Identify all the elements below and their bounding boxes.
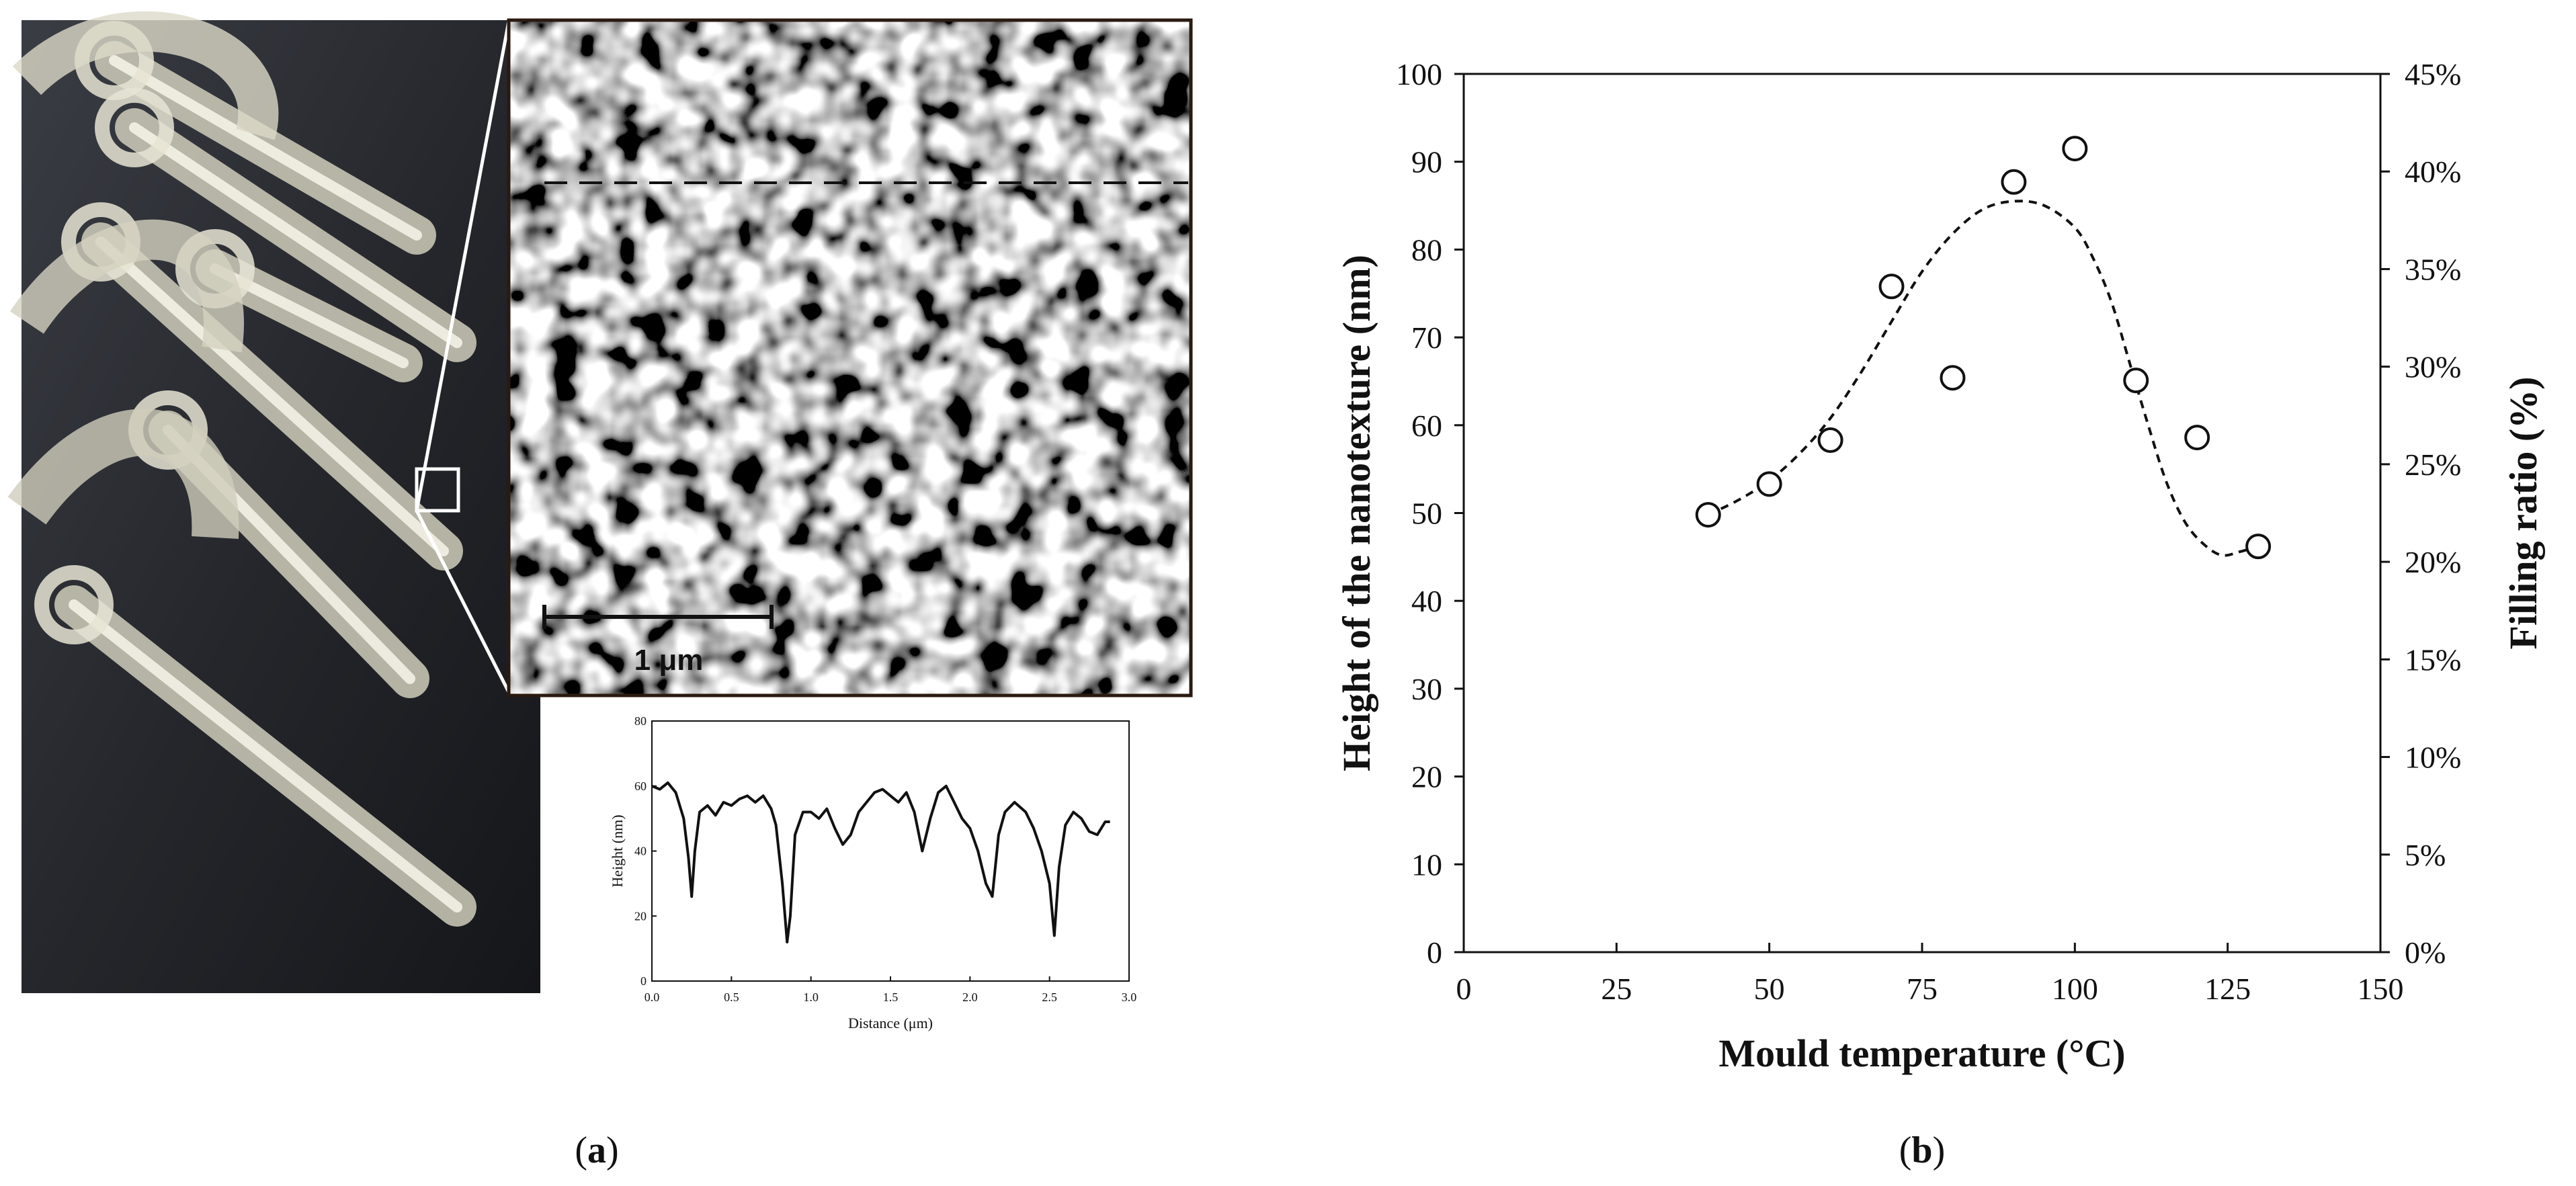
- data-point: [2001, 169, 2027, 195]
- trend-line: [1707, 200, 2259, 557]
- pipette-tips-illustration: [7, 11, 476, 927]
- inset-x-tick-label: 1.0: [803, 990, 819, 1004]
- y-right-axis-title: Filling ratio (%): [2501, 377, 2545, 650]
- y-tick-label: 20: [1411, 760, 1442, 794]
- x-tick-label: 150: [2358, 972, 2404, 1006]
- data-point: [1940, 365, 1966, 391]
- data-point: [1695, 502, 1721, 528]
- y-tick-label: 30: [1411, 672, 1442, 706]
- data-point: [1756, 471, 1782, 497]
- data-point: [1817, 427, 1843, 454]
- y-tick-label: 50: [1411, 497, 1442, 531]
- panel-a-label: (a): [575, 1130, 618, 1171]
- y-tick-label: 70: [1411, 321, 1442, 355]
- y-right-tick-label: 30%: [2405, 350, 2461, 384]
- y-tick-label: 80: [1411, 232, 1442, 267]
- y-right-tick-label: 10%: [2405, 740, 2461, 775]
- pipette-highlight: [109, 55, 422, 241]
- zoom-line-bottom: [415, 509, 511, 693]
- pipette-ring: [34, 565, 114, 644]
- inset-y-tick-label: 0: [640, 974, 647, 988]
- inset-x-tick-label: 0.0: [645, 990, 660, 1004]
- data-point: [1878, 273, 1905, 300]
- plot-area: [1462, 73, 2382, 954]
- inset-x-tick-label: 3.0: [1122, 990, 1137, 1004]
- inset-x-tick-label: 1.5: [883, 990, 899, 1004]
- scale-bar: 1 μm: [542, 605, 774, 677]
- y-right-tick-label: 0%: [2405, 935, 2446, 970]
- data-point: [2062, 136, 2088, 162]
- tube-loop: [7, 409, 239, 539]
- y-tick-label: 40: [1411, 584, 1442, 618]
- pipette-highlight: [69, 599, 462, 913]
- y-right-tick-label: 45%: [2405, 57, 2461, 91]
- inset-profile-line: [651, 781, 1110, 943]
- y-axis-title: Height of the nanotexture (nm): [1335, 255, 1378, 771]
- y-tick-label: 100: [1396, 57, 1442, 91]
- x-axis-title: Mould temperature (°C): [1718, 1031, 2125, 1075]
- x-tick-label: 50: [1754, 972, 1785, 1006]
- y-right-tick-label: 15%: [2405, 642, 2461, 677]
- inset-y-tick-label: 20: [634, 909, 647, 923]
- y-right-tick-label: 20%: [2405, 545, 2461, 579]
- x-tick-label: 75: [1907, 972, 1938, 1006]
- height-profile-chart: 0.0 0.5 1.0 1.5 2.0 2.5 3.0 0 20 40 60 80 Distance (…: [609, 714, 1136, 1031]
- x-tick-label: 125: [2204, 972, 2251, 1006]
- data-point: [2184, 425, 2210, 451]
- inset-x-tick-label: 0.5: [724, 990, 739, 1004]
- inset-y-tick-label: 80: [634, 714, 647, 728]
- pipette-highlight: [95, 237, 449, 556]
- product-photo: [7, 11, 540, 993]
- inset-y-axis-title: Height (nm): [609, 814, 626, 887]
- x-tick-label: 25: [1601, 972, 1632, 1006]
- scale-bar-label: 1 μm: [634, 644, 704, 677]
- pipette-ring: [95, 88, 174, 167]
- data-point: [2123, 368, 2149, 394]
- panel-b-label: (b): [1899, 1130, 1945, 1171]
- x-tick-label: 0: [1456, 972, 1472, 1006]
- inset-x-tick-label: 2.0: [962, 990, 978, 1004]
- tube-loop: [10, 219, 244, 353]
- temperature-chart: 0 25 50 75 100 125 150 0 10 20 30 40 50 60 70 80 90 100 0%…: [1335, 57, 2545, 1075]
- inset-y-tick-label: 40: [634, 845, 647, 858]
- y-right-tick-label: 35%: [2405, 252, 2461, 286]
- y-tick-label: 60: [1411, 409, 1442, 443]
- x-tick-label: 100: [2052, 972, 2098, 1006]
- y-tick-label: 10: [1411, 847, 1442, 882]
- y-right-tick-label: 40%: [2405, 155, 2461, 189]
- inset-x-axis-title: Distance (μm): [848, 1015, 933, 1031]
- y-right-tick-label: 25%: [2405, 448, 2461, 482]
- pipette-highlight: [129, 122, 462, 348]
- zoom-marker: [415, 467, 460, 513]
- y-tick-label: 0: [1427, 935, 1442, 970]
- y-tick-label: 90: [1411, 145, 1442, 179]
- tube-loop: [12, 11, 279, 140]
- inset-x-tick-label: 2.5: [1042, 990, 1057, 1004]
- afm-image: 1 μm: [507, 18, 1193, 697]
- y-right-tick-label: 5%: [2405, 838, 2446, 872]
- data-point: [2245, 534, 2272, 560]
- inset-y-tick-label: 60: [634, 779, 647, 793]
- inset-plot-area: [651, 720, 1130, 982]
- zoom-line-top: [415, 21, 511, 511]
